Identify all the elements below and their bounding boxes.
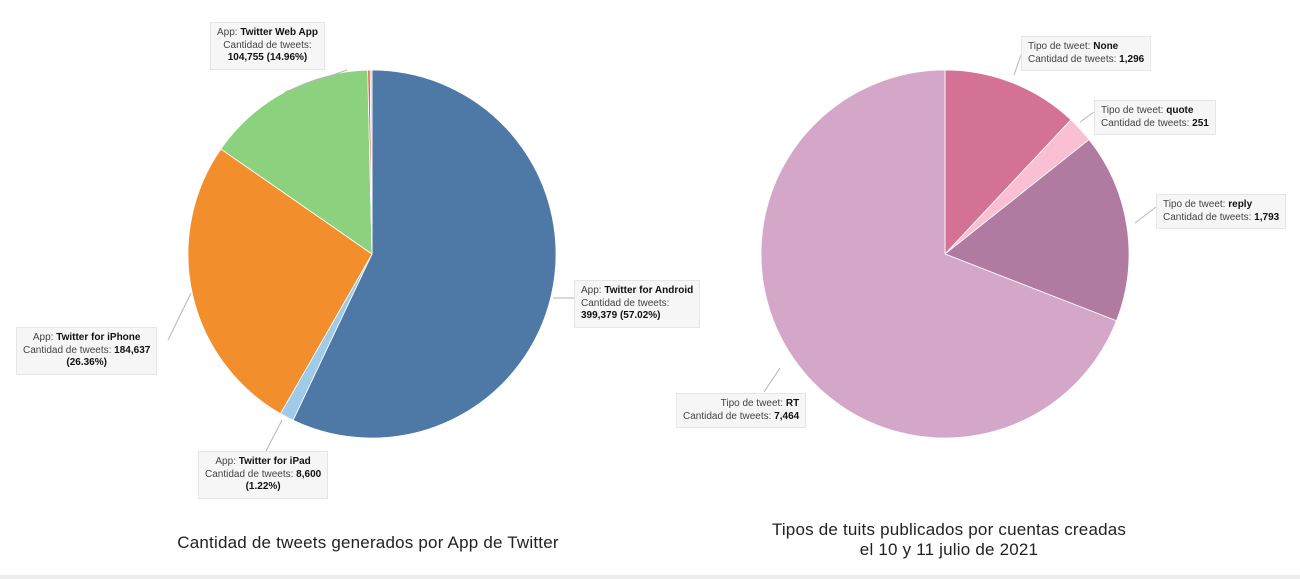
apps-leader-iphone	[167, 292, 192, 341]
label-tipo-quote: Tipo de tweet: quote Cantidad de tweets:…	[1094, 100, 1216, 135]
chart-title-line-2: el 10 y 11 julio de 2021	[859, 540, 1039, 559]
label-tipo-reply: Tipo de tweet: reply Cantidad de tweets:…	[1156, 194, 1287, 229]
apps-slice-twitter-web-app[interactable]	[220, 69, 373, 255]
label-tipo-rt: Tipo de tweet: RT Cantidad de tweets: 7,…	[676, 393, 807, 428]
apps-slice-minor-5[interactable]	[369, 69, 373, 255]
label-twitter-for-iphone: App: Twitter for iPhone Cantidad de twee…	[16, 327, 158, 375]
types-leader-reply	[1134, 206, 1157, 224]
label-tipo-none: Tipo de tweet: None Cantidad de tweets: …	[1021, 36, 1152, 71]
chart-title-line-1: Tipos de tuits publicados por cuentas cr…	[771, 520, 1127, 539]
label-twitter-for-ipad: App: Twitter for iPad Cantidad de tweets…	[198, 451, 329, 499]
types-leader-none	[1013, 54, 1022, 76]
label-twitter-for-android: App: Twitter for Android Cantidad de twe…	[574, 280, 701, 328]
types-leader-rt	[763, 367, 781, 393]
apps-slice-twitter-for-android[interactable]	[292, 69, 557, 439]
apps-slice-twitter-for-iphone[interactable]	[187, 148, 373, 415]
chart-title-tweet-types: Tipos de tuits publicados por cuentas cr…	[699, 520, 1199, 560]
bottom-divider	[0, 575, 1300, 579]
types-slice-reply[interactable]	[944, 139, 1130, 322]
types-leader-quote	[1079, 111, 1095, 123]
types-slice-rt[interactable]	[760, 69, 1117, 439]
chart-title-apps: Cantidad de tweets generados por App de …	[177, 533, 559, 552]
apps-leader-web-app	[284, 69, 348, 93]
apps-leader-ipad	[265, 419, 283, 452]
leader-lines	[167, 54, 1157, 452]
pie-chart-apps	[187, 69, 557, 439]
types-slice-none[interactable]	[944, 69, 1072, 256]
label-twitter-web-app: App: Twitter Web App Cantidad de tweets:…	[210, 22, 325, 70]
pie-chart-tweet-types	[760, 69, 1130, 439]
